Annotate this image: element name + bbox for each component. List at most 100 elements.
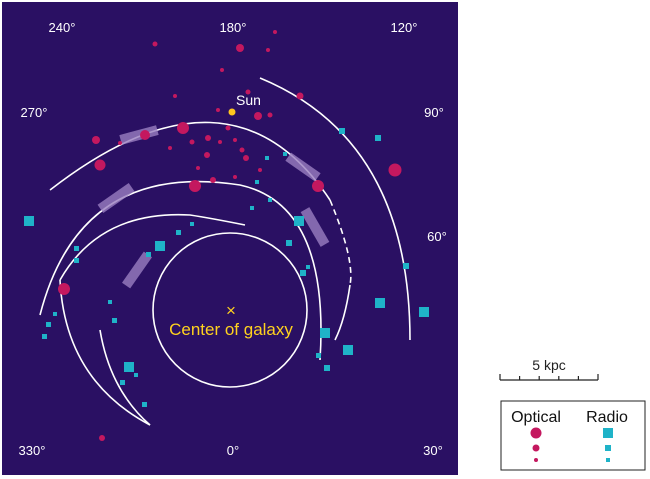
optical-point [140,130,150,140]
radio-point [419,307,429,317]
legend-radio-medium [605,445,611,451]
optical-point [152,41,158,47]
legend-radio-small [606,458,610,462]
longitude-label: 30° [423,443,443,458]
longitude-label: 90° [424,105,444,120]
radio-point [375,135,381,141]
legend: Optical Radio [500,400,646,471]
optical-point [239,147,245,153]
legend-radio-label: Radio [586,409,628,426]
radio-point [112,318,117,323]
optical-point [210,177,216,183]
radio-point [255,180,259,184]
arm-inner-lower [59,279,151,426]
longitude-label: 60° [427,229,447,244]
arm-perseus-lower [334,284,351,341]
radio-point [42,334,47,339]
radio-point [53,312,57,316]
optical-sources [58,30,402,441]
radio-point [74,258,79,263]
radio-point [120,380,125,385]
radio-point [320,328,330,338]
legend-radio-large [603,428,613,438]
optical-point [189,139,195,145]
radio-point [190,222,194,226]
arm-sagittarius [39,180,322,361]
radio-point [250,206,254,210]
radio-point [134,373,138,377]
optical-point [94,159,106,171]
radio-point [142,402,147,407]
bar-1 [119,125,159,145]
sun-marker [228,108,236,116]
optical-point [225,125,231,131]
longitude-label: 120° [391,20,418,35]
arm-inner [59,213,246,281]
radio-point [403,263,409,269]
bar-2 [97,183,135,213]
map-background [2,2,458,475]
bar-3 [122,251,152,289]
radio-point [283,152,287,156]
arm-perseus-dash [329,199,352,286]
longitude-label: 0° [227,443,239,458]
optical-point [254,112,262,120]
optical-point [216,108,220,112]
radio-point [108,300,112,304]
longitude-label: 240° [49,20,76,35]
radio-point [300,270,306,276]
legend-optical-medium [532,444,540,452]
radio-point [316,353,321,358]
optical-point [58,283,70,295]
optical-point [273,30,277,34]
optical-point [233,175,237,179]
optical-point [258,168,262,172]
radio-point [74,246,79,251]
radio-point [24,216,34,226]
legend-optical-large [530,427,542,439]
radio-point [324,365,330,371]
scale-bar-label: 5 kpc [532,357,565,373]
optical-point [177,122,189,134]
optical-point [204,152,210,158]
radio-point [124,362,134,372]
radio-point [375,298,385,308]
arm-bars [97,125,330,289]
legend-box [500,400,646,471]
radio-point [265,156,269,160]
longitude-labels: 240° 180° 120° 270° 90° 60° 330° 0° 30° [19,20,447,458]
radio-point [155,241,165,251]
optical-point [189,180,201,192]
spiral-arms [39,77,411,426]
optical-point [243,155,249,161]
optical-point [196,166,200,170]
legend-optical-small [534,458,538,462]
optical-point [205,135,211,141]
optical-point [218,140,222,144]
radio-point [339,128,345,134]
radio-point [286,240,292,246]
optical-point [173,94,177,98]
radio-point [294,216,304,226]
legend-optical-label: Optical [511,409,561,426]
optical-point [233,138,237,142]
center-marker: × [226,301,236,320]
optical-point [296,92,304,100]
optical-point [236,44,244,52]
radio-point [343,345,353,355]
center-label: Center of galaxy [169,320,293,339]
scale-bar: 5 kpc [499,357,599,381]
optical-point [266,48,270,52]
optical-point [312,180,324,192]
optical-point [92,136,100,144]
central-ring [152,232,308,388]
radio-point [146,252,151,257]
optical-point [118,141,122,145]
optical-point [168,146,172,150]
arm-3kpc [99,329,151,426]
radio-point [46,322,51,327]
radio-point [306,265,310,269]
optical-point [99,435,105,441]
optical-point [388,163,402,177]
